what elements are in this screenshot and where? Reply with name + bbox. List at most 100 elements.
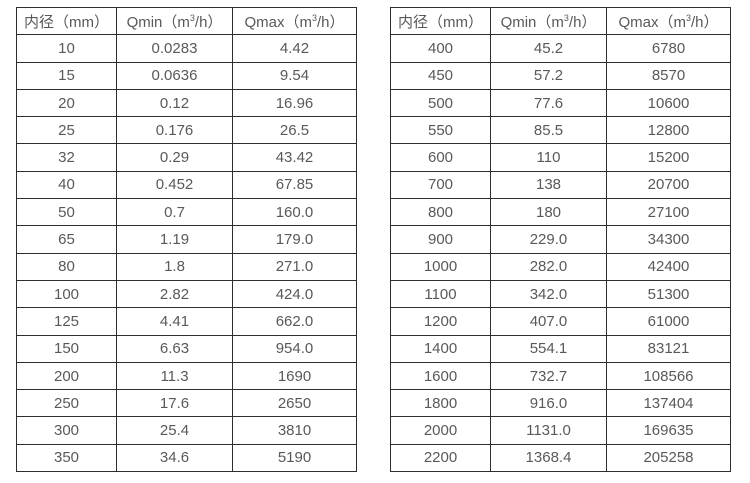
table-cell: 12800 (606, 116, 731, 145)
table-cell: 550 (390, 116, 491, 145)
table-cell: 83121 (606, 334, 731, 363)
table-cell: 25 (16, 116, 117, 145)
table-row: 65 1.19 179.0 (16, 225, 357, 254)
header-diameter-label: 内径（mm） (398, 13, 483, 31)
header-qmax-prefix: Qmax（m (618, 13, 686, 31)
header-qmin: Qmin（m3/h） (116, 6, 233, 36)
table-cell: 45.2 (490, 34, 607, 63)
table-cell: 0.0636 (116, 61, 233, 90)
table-cell: 900 (390, 225, 491, 254)
table-cell: 424.0 (232, 279, 357, 309)
table-cell: 80 (16, 252, 117, 281)
table-row: 900 229.0 34300 (390, 225, 731, 254)
table-cell: 65 (16, 225, 117, 254)
table-cell: 9.54 (232, 61, 357, 90)
table-row: 150 6.63 954.0 (16, 334, 357, 363)
table-cell: 15200 (606, 143, 731, 172)
table-cell: 85.5 (490, 116, 607, 145)
table-cell: 1.8 (116, 252, 233, 281)
table-cell: 137404 (606, 389, 731, 418)
table-cell: 4.41 (116, 307, 233, 336)
table-row: 2000 1131.0 169635 (390, 416, 731, 445)
header-row: 内径（mm） Qmin（m3/h） Qmax（m3/h） (16, 6, 357, 36)
table-row: 15 0.0636 9.54 (16, 61, 357, 90)
table-cell: 2.82 (116, 279, 233, 309)
table-cell: 4.42 (232, 34, 357, 63)
table-row: 300 25.4 3810 (16, 416, 357, 445)
table-cell: 179.0 (232, 225, 357, 254)
table-row: 20 0.12 16.96 (16, 88, 357, 118)
table-cell: 3810 (232, 416, 357, 445)
table-cell: 27100 (606, 198, 731, 227)
header-qmax-suffix: /h） (691, 13, 719, 31)
table-cell: 16.96 (232, 88, 357, 118)
table-row: 32 0.29 43.42 (16, 143, 357, 172)
header-qmin-prefix: Qmin（m (126, 13, 190, 31)
table-row: 80 1.8 271.0 (16, 252, 357, 281)
table-cell: 50 (16, 198, 117, 227)
header-qmax-suffix: /h） (317, 13, 345, 31)
table-cell: 17.6 (116, 389, 233, 418)
table-row: 40 0.452 67.85 (16, 170, 357, 200)
header-qmin-suffix: /h） (568, 13, 597, 31)
table-cell: 300 (16, 416, 117, 445)
table-cell: 732.7 (490, 361, 607, 391)
table-row: 800 180 27100 (390, 198, 731, 227)
header-qmax: Qmax（m3/h） (606, 6, 731, 36)
table-cell: 1368.4 (490, 443, 607, 473)
table-cell: 108566 (606, 361, 731, 391)
table-cell: 34300 (606, 225, 731, 254)
table-cell: 100 (16, 279, 117, 309)
table-cell: 51300 (606, 279, 731, 309)
table-cell: 1000 (390, 252, 491, 281)
table-row: 500 77.6 10600 (390, 88, 731, 118)
table-cell: 67.85 (232, 170, 357, 200)
table-cell: 700 (390, 170, 491, 200)
header-diameter: 内径（mm） (390, 6, 491, 36)
table-cell: 6.63 (116, 334, 233, 363)
table-cell: 20 (16, 88, 117, 118)
table-cell: 10 (16, 34, 117, 63)
table-cell: 10600 (606, 88, 731, 118)
table-cell: 1690 (232, 361, 357, 391)
table-row: 600 110 15200 (390, 143, 731, 172)
table-row: 1100 342.0 51300 (390, 279, 731, 309)
table-cell: 32 (16, 143, 117, 172)
table-cell: 150 (16, 334, 117, 363)
table-cell: 0.0283 (116, 34, 233, 63)
table-cell: 205258 (606, 443, 731, 473)
flow-table-large-diameters: 内径（mm） Qmin（m3/h） Qmax（m3/h） 400 45.2 6780… (390, 6, 731, 473)
table-cell: 271.0 (232, 252, 357, 281)
table-row: 350 34.6 5190 (16, 443, 357, 473)
table-cell: 61000 (606, 307, 731, 336)
table-cell: 15 (16, 61, 117, 90)
table-cell: 5190 (232, 443, 357, 473)
table-cell: 125 (16, 307, 117, 336)
header-qmax-superscript: 3 (311, 12, 317, 23)
table-cell: 42400 (606, 252, 731, 281)
header-qmin: Qmin（m3/h） (490, 6, 607, 36)
table-cell: 342.0 (490, 279, 607, 309)
table-row: 2200 1368.4 205258 (390, 443, 731, 473)
table-row: 1000 282.0 42400 (390, 252, 731, 281)
table-cell: 500 (390, 88, 491, 118)
table-cell: 282.0 (490, 252, 607, 281)
header-diameter-label: 内径（mm） (24, 13, 109, 31)
table-cell: 400 (390, 34, 491, 63)
table-cell: 169635 (606, 416, 731, 445)
header-qmax: Qmax（m3/h） (232, 6, 357, 36)
table-cell: 180 (490, 198, 607, 227)
table-row: 700 138 20700 (390, 170, 731, 200)
table-cell: 2000 (390, 416, 491, 445)
table-cell: 26.5 (232, 116, 357, 145)
table-cell: 1100 (390, 279, 491, 309)
table-cell: 600 (390, 143, 491, 172)
table-row: 50 0.7 160.0 (16, 198, 357, 227)
table-cell: 1400 (390, 334, 491, 363)
table-cell: 77.6 (490, 88, 607, 118)
table-row: 1800 916.0 137404 (390, 389, 731, 418)
table-row: 125 4.41 662.0 (16, 307, 357, 336)
table-cell: 40 (16, 170, 117, 200)
table-row: 1600 732.7 108566 (390, 361, 731, 391)
